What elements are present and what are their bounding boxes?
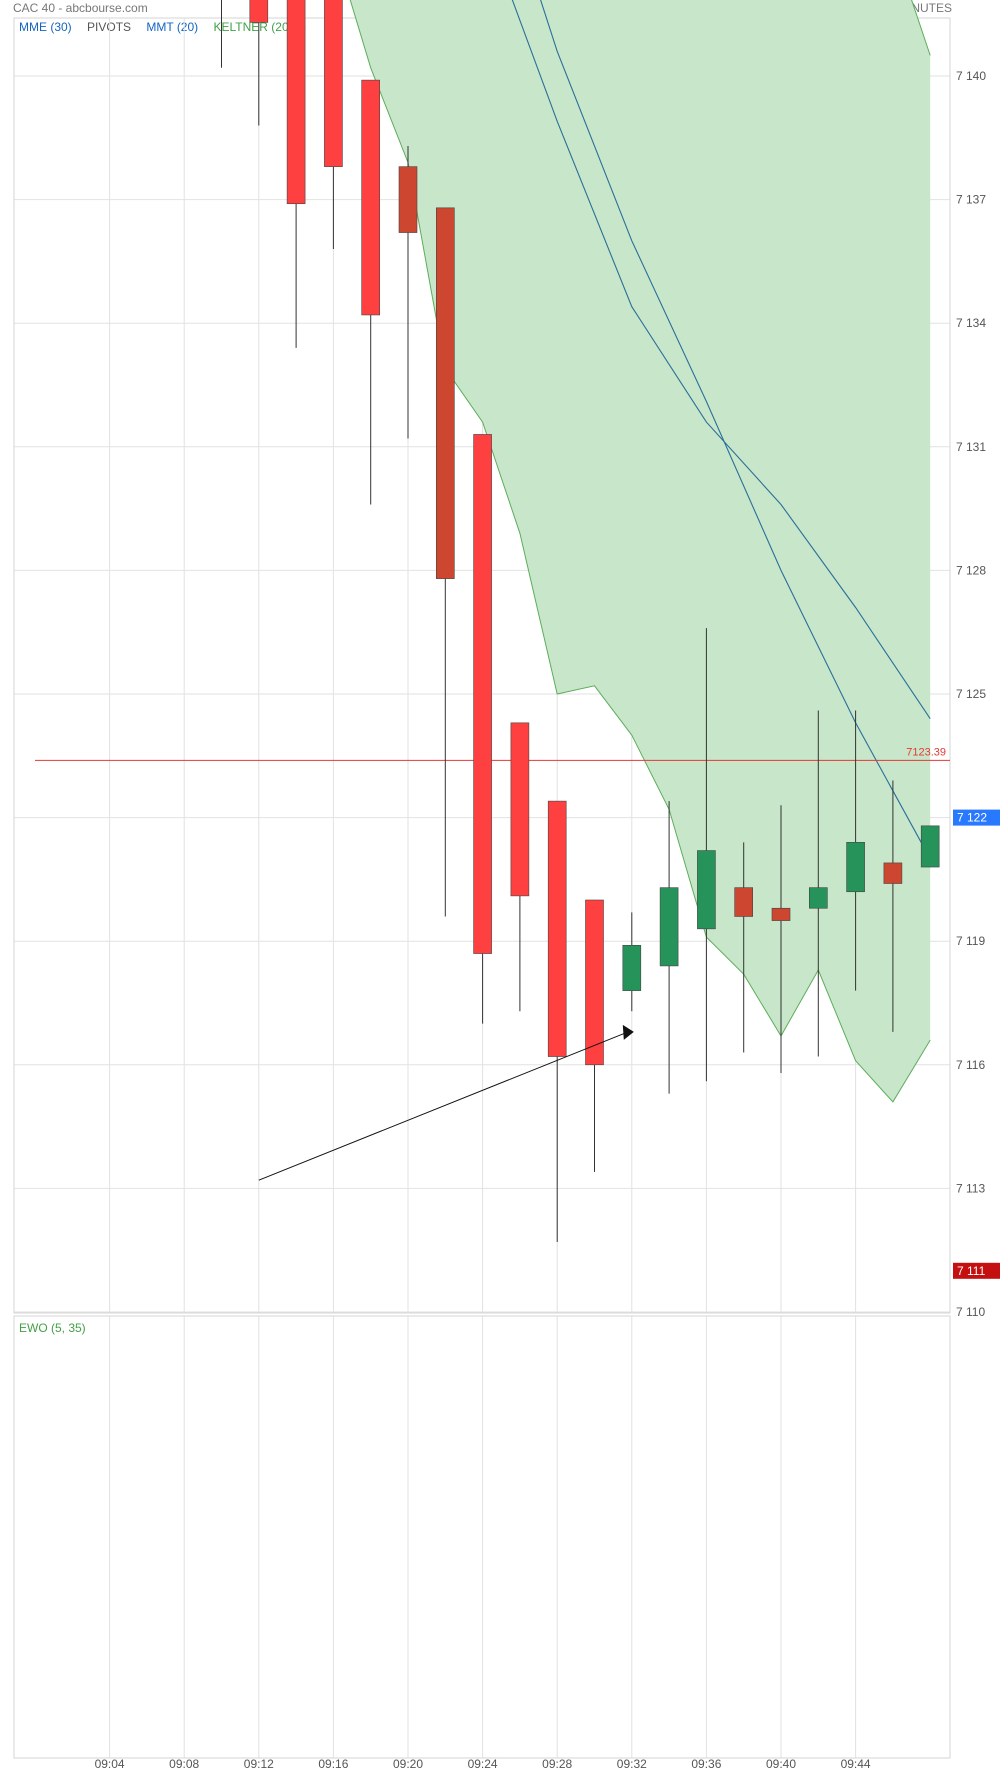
candle-body: [398, 166, 418, 233]
level-label: 7123.39: [906, 746, 946, 758]
pivot-levels: 7188.117166.54 (23.6%)7162.517123.39: [35, 746, 950, 761]
legend-pivots[interactable]: PIVOTS: [87, 20, 132, 34]
price-tag-bg: [953, 1262, 1000, 1279]
x-tick-label: 09:04: [95, 1757, 125, 1771]
candle-body: [771, 907, 791, 921]
x-tick-label: 09:12: [244, 1757, 274, 1771]
candle-body: [659, 887, 679, 967]
indicator-legend: MME (30) PIVOTS MMT (20) KELTNER (20, 2): [19, 20, 318, 34]
candle-body: [473, 434, 492, 954]
candle-body: [846, 842, 865, 893]
mme-30-line: [540, 0, 931, 860]
keltner-channel: [349, 0, 931, 1103]
trendline-line: [258, 1032, 626, 1181]
y-tick-label: 7 116: [956, 1058, 985, 1072]
x-tick-label: 09:08: [169, 1757, 199, 1771]
price-tag-bg: [953, 809, 1000, 826]
y-tick-label: 7 119: [956, 934, 985, 948]
y-tick-label: 7 125: [956, 687, 986, 701]
candle-body: [883, 862, 903, 884]
price-tag-label: 7 111: [957, 1264, 986, 1278]
moving-averages: [511, 0, 931, 860]
price-tag-label: 7 122: [957, 811, 987, 825]
candles: [221, 0, 940, 1242]
ewo-panel-frame: [13, 1315, 951, 1759]
x-tick-label: 09:44: [841, 1757, 871, 1771]
candle-body: [734, 887, 754, 917]
y-tick-label: 7 140: [956, 69, 986, 83]
candle-body: [361, 79, 381, 316]
candle-body: [622, 945, 642, 991]
trendline: [258, 1024, 634, 1181]
x-tick-label: 09:28: [542, 1757, 572, 1771]
x-tick-label: 09:20: [393, 1757, 423, 1771]
x-tick-label: 09:32: [617, 1757, 647, 1771]
y-tick-label: 7 113: [956, 1181, 985, 1195]
candle-body: [510, 722, 530, 897]
legend-keltner[interactable]: KELTNER (20, 2): [213, 20, 306, 34]
x-tick-label: 09:24: [468, 1757, 498, 1771]
mmt-20-line: [511, 0, 931, 720]
candle-body: [435, 207, 455, 579]
price-axis: 7 2037 2007 1977 1947 1917 1887 1857 182…: [956, 69, 986, 1319]
time-axis: 09:04 09:08 09:12 09:16 09:20 09:24 09:28 09:32…: [95, 1757, 871, 1771]
ewo-panel-label: EWO (5, 35): [19, 1321, 86, 1335]
chart-title: CAC 40 - abcbourse.com: [13, 1, 148, 15]
x-tick-label: 09:16: [318, 1757, 348, 1771]
candle-body: [286, 0, 306, 205]
y-tick-label: 7 137: [956, 193, 986, 207]
legend-mmt[interactable]: MMT (20): [146, 20, 199, 34]
trendline-arrowhead: [622, 1024, 634, 1040]
keltner-fill: [350, 0, 931, 1102]
x-tick-label: 09:40: [766, 1757, 796, 1771]
y-tick-label: 7 110: [956, 1305, 985, 1319]
candle-body: [697, 850, 716, 930]
x-tick-label: 09:36: [691, 1757, 721, 1771]
candle-body: [920, 825, 940, 868]
candle-body: [324, 0, 343, 167]
candle-body: [249, 0, 269, 23]
y-tick-label: 7 128: [956, 563, 986, 577]
y-tick-label: 7 131: [956, 440, 986, 454]
y-tick-label: 7 134: [956, 316, 986, 330]
candle-body: [808, 887, 828, 909]
candle-body: [585, 899, 604, 1066]
candle-body: [547, 800, 567, 1057]
legend-mme[interactable]: MME (30): [19, 20, 72, 34]
